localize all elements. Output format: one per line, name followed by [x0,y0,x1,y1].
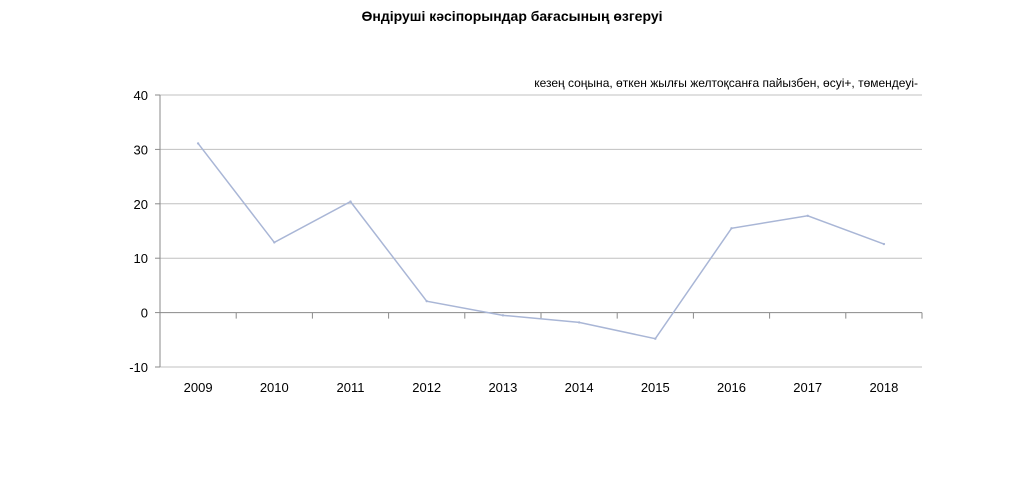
data-point-2009 [196,142,200,145]
y-tick-label: 20 [134,197,148,212]
x-tick-label: 2018 [869,380,898,395]
series-line [197,142,885,340]
x-tick-label: 2017 [793,380,822,395]
y-tick-label: 10 [134,251,148,266]
data-point-2017 [806,214,809,217]
data-point-2013 [501,314,505,317]
chart-title: Өндіруші кәсіпорындар бағасының өзгеруі [361,8,663,24]
data-point-2012 [425,299,428,303]
x-tick-label: 2013 [488,380,517,395]
data-point-2016 [730,227,733,230]
data-point-2014 [577,321,581,324]
y-tick-label: 30 [134,142,148,157]
x-tick-label: 2010 [260,380,289,395]
chart-subtitle: кезең соңына, өткен жылғы желтоқсанға па… [534,76,918,90]
x-tick-label: 2011 [337,380,365,395]
x-tick-label: 2015 [641,380,670,395]
y-tick-label: 0 [141,306,148,321]
x-tick-label: 2012 [412,380,441,395]
x-tick-label: 2009 [184,380,213,395]
data-point-2018 [882,242,886,246]
x-tick-label: 2016 [717,380,746,395]
data-point-2011 [349,200,352,203]
y-tick-label: 40 [134,88,148,103]
y-tick-label: -10 [129,360,148,375]
x-tick-label: 2014 [565,380,594,395]
data-point-2015 [654,337,657,340]
data-point-2010 [273,241,276,244]
